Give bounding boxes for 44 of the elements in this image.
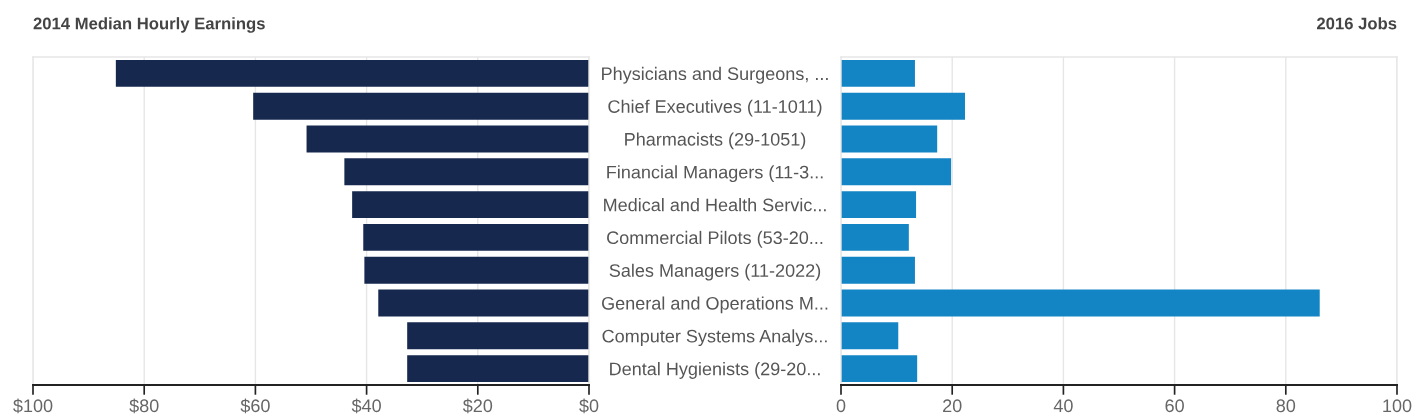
y-tick-label: Medical and Health Servic... <box>604 198 826 212</box>
x-tick-label: 20 <box>943 399 962 413</box>
bar <box>344 158 589 186</box>
bar <box>841 256 915 284</box>
x-tick-label: $0 <box>579 398 599 414</box>
bar <box>115 59 589 87</box>
bar <box>407 355 589 383</box>
bar <box>407 322 589 350</box>
chart-title: 2014 Median Hourly Earnings <box>33 17 265 33</box>
y-tick-label: Pharmacists (29-1051) <box>625 132 806 150</box>
y-tick-label: Physicians and Surgeons, ... <box>602 66 828 84</box>
bar <box>841 322 899 350</box>
y-tick-label: Commercial Pilots (53-20... <box>607 230 823 248</box>
bar <box>841 355 918 383</box>
bar <box>841 223 909 251</box>
x-tick-label: 60 <box>1165 399 1184 413</box>
x-tick-label: $60 <box>240 398 270 414</box>
bar <box>253 92 589 120</box>
bar <box>841 191 917 219</box>
bar <box>363 223 589 251</box>
x-tick-label: 40 <box>1053 399 1073 413</box>
x-tick-label: $40 <box>351 398 381 414</box>
y-tick-label: Chief Executives (11-1011) <box>608 99 822 117</box>
x-tick-label: 0 <box>836 399 846 413</box>
bar <box>841 289 1320 317</box>
bar <box>841 59 915 87</box>
bar <box>841 158 952 186</box>
x-tick-label: $100 <box>13 398 53 414</box>
y-tick-label: Computer Systems Analys... <box>602 329 827 347</box>
x-tick-label: 100 <box>1383 399 1412 413</box>
y-tick-label: Dental Hygienists (29-20... <box>610 362 820 379</box>
bar <box>364 256 589 284</box>
bar <box>378 289 589 317</box>
y-tick-label: Financial Managers (11-3... <box>607 165 823 183</box>
bar <box>841 92 965 120</box>
y-tick-label: General and Operations M... <box>602 296 828 314</box>
x-tick-label: 80 <box>1276 399 1296 413</box>
bar <box>841 125 938 153</box>
bar <box>352 191 589 219</box>
x-tick-label: $80 <box>129 398 159 414</box>
y-tick-label: Sales Managers (11-2022) <box>609 263 821 281</box>
chart-title: 2016 Jobs <box>1316 17 1397 30</box>
bar <box>306 125 589 153</box>
x-tick-label: $20 <box>462 398 493 414</box>
